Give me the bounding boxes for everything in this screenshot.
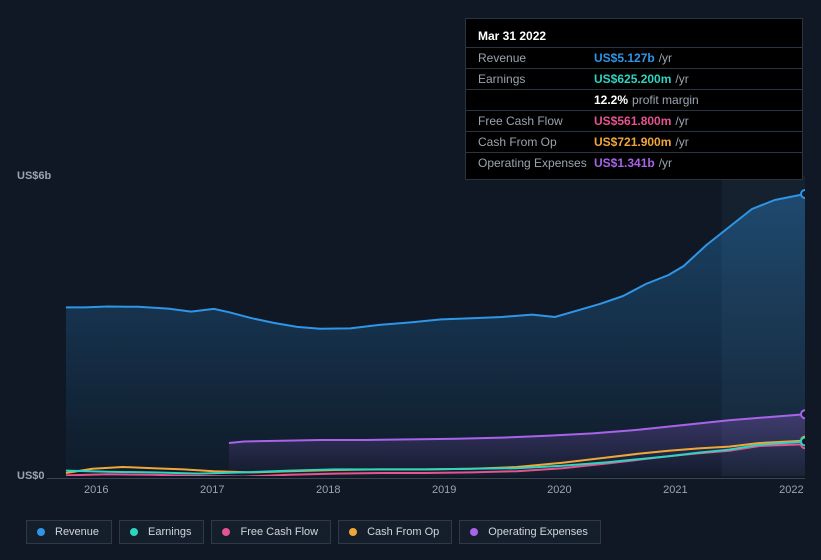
legend-item[interactable]: Cash From Op — [338, 520, 452, 544]
tooltip-label — [478, 93, 594, 107]
tooltip-value: US$721.900m — [594, 135, 671, 149]
tooltip-value: US$561.800m — [594, 114, 671, 128]
legend-dot-icon — [470, 528, 478, 536]
tooltip-value: US$625.200m — [594, 72, 671, 86]
legend-item[interactable]: Operating Expenses — [459, 520, 601, 544]
tooltip-label: Free Cash Flow — [478, 114, 594, 128]
legend-label: Free Cash Flow — [240, 526, 318, 538]
tooltip-label: Revenue — [478, 51, 594, 65]
legend-dot-icon — [37, 528, 45, 536]
legend-item[interactable]: Earnings — [119, 520, 204, 544]
tooltip-row: 12.2% profit margin — [466, 90, 802, 111]
chart-tooltip: Mar 31 2022 RevenueUS$5.127b/yrEarningsU… — [465, 18, 803, 180]
tooltip-label: Operating Expenses — [478, 156, 594, 170]
tooltip-suffix: /yr — [675, 114, 688, 128]
x-axis-tick: 2022 — [779, 484, 803, 496]
x-axis-tick: 2017 — [200, 484, 224, 496]
tooltip-suffix: /yr — [659, 156, 672, 170]
tooltip-row: RevenueUS$5.127b/yr — [466, 48, 802, 69]
legend-dot-icon — [130, 528, 138, 536]
legend-label: Cash From Op — [367, 526, 439, 538]
tooltip-row: Cash From OpUS$721.900m/yr — [466, 132, 802, 153]
legend-label: Operating Expenses — [488, 526, 588, 538]
chart-legend: Revenue Earnings Free Cash Flow Cash From O… — [26, 520, 601, 544]
x-axis-tick: 2021 — [663, 484, 687, 496]
legend-dot-icon — [222, 528, 230, 536]
tooltip-label: Cash From Op — [478, 135, 594, 149]
tooltip-row: Free Cash FlowUS$561.800m/yr — [466, 111, 802, 132]
financials-chart: US$6bUS$0 2016201720182019202020212022 — [17, 158, 805, 518]
tooltip-suffix: /yr — [659, 51, 672, 65]
tooltip-label: Earnings — [478, 72, 594, 86]
legend-label: Earnings — [148, 526, 191, 538]
tooltip-value: US$5.127b — [594, 51, 655, 65]
legend-dot-icon — [349, 528, 357, 536]
x-axis: 2016201720182019202020212022 — [47, 478, 805, 492]
tooltip-value: US$1.341b — [594, 156, 655, 170]
tooltip-row: Operating ExpensesUS$1.341b/yr — [466, 153, 802, 173]
x-axis-tick: 2016 — [84, 484, 108, 496]
tooltip-suffix: profit margin — [632, 93, 699, 107]
tooltip-suffix: /yr — [675, 135, 688, 149]
tooltip-row: EarningsUS$625.200m/yr — [466, 69, 802, 90]
x-axis-tick: 2019 — [432, 484, 456, 496]
plot-area[interactable] — [47, 176, 805, 476]
tooltip-suffix: /yr — [675, 72, 688, 86]
y-axis-label: US$0 — [17, 470, 45, 482]
legend-item[interactable]: Free Cash Flow — [211, 520, 331, 544]
tooltip-value: 12.2% — [594, 93, 628, 107]
x-axis-tick: 2020 — [547, 484, 571, 496]
legend-item[interactable]: Revenue — [26, 520, 112, 544]
tooltip-date: Mar 31 2022 — [466, 25, 802, 48]
legend-label: Revenue — [55, 526, 99, 538]
x-axis-tick: 2018 — [316, 484, 340, 496]
